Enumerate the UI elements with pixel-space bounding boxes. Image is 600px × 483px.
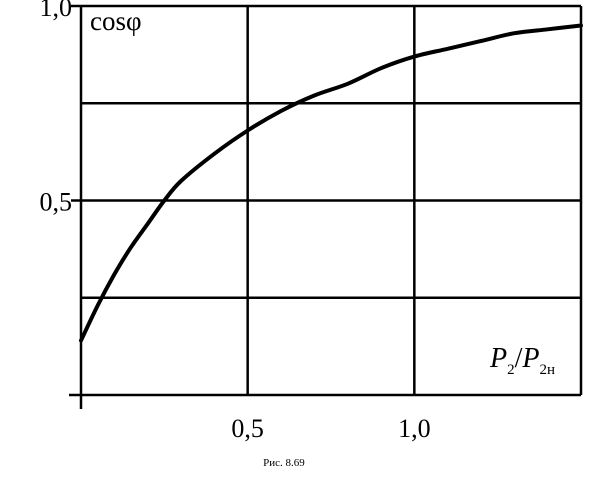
y-tick-label: 0,5 (40, 188, 73, 217)
x-axis-label-base1: P (489, 343, 507, 374)
x-axis-label-base2: P (521, 343, 539, 374)
figure-caption: Рис. 8.69 (263, 457, 305, 469)
y-tick-label: 1,0 (40, 0, 73, 22)
grid-lines (81, 4, 583, 395)
x-axis-label-sub2: 2н (540, 362, 556, 378)
series-group (79, 23, 583, 343)
series-line (79, 23, 583, 343)
tick-labels: 0,5 1,0 0,5 1,0 (40, 0, 431, 443)
x-axis-label: P2/P2н (489, 343, 555, 378)
y-axis-label: cosφ (90, 6, 142, 36)
x-axis-label-slash: / (515, 343, 523, 374)
x-axis-label-sub1: 2 (507, 362, 515, 378)
x-tick-label: 1,0 (398, 414, 431, 443)
x-tick-label: 0,5 (231, 414, 264, 443)
